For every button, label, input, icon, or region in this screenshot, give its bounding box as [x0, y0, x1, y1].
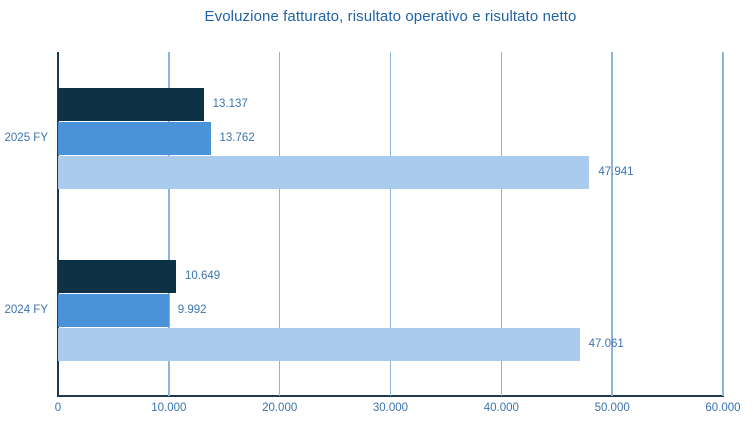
- chart-title: Evoluzione fatturato, risultato operativ…: [204, 8, 577, 25]
- gridline-50.000: [611, 52, 613, 396]
- x-tick-label-50.000: 50.000: [594, 402, 630, 414]
- category-label-2024fy: 2024 FY: [4, 303, 48, 316]
- bar-series-1-dark-navy-2024fy: [58, 259, 177, 293]
- bar-value-label: 47.061: [588, 337, 624, 350]
- bar-series-3-light-blue-2025fy: [58, 155, 590, 189]
- bar-value-label: 13.762: [219, 131, 255, 144]
- bar-series-1-dark-navy-2025fy: [58, 87, 204, 121]
- bar-series-2-medium-blue-2024fy: [58, 293, 169, 327]
- category-label-2025fy: 2025 FY: [4, 131, 48, 144]
- gridline-10.000: [168, 52, 170, 396]
- gridline-40.000: [500, 52, 503, 396]
- bar-series-2-medium-blue-2025fy: [58, 121, 211, 155]
- y-axis-line: [57, 52, 59, 396]
- bar-series-3-light-blue-2024fy: [58, 327, 580, 361]
- x-tick-label-20.000: 20.000: [262, 402, 298, 414]
- bar-value-label: 10.649: [185, 269, 221, 282]
- plot-area: 13.137 13.762 2025 FY 47.941 10.649 9.992 2024…: [5, 52, 741, 414]
- x-tick-label-30.000: 30.000: [372, 402, 409, 414]
- gridline-30.000: [389, 52, 392, 396]
- bar-value-label: 9.992: [177, 303, 207, 316]
- x-tick-label-60.000: 60.000: [705, 402, 741, 414]
- bar-value-label: 13.137: [212, 97, 248, 110]
- gridline-60.000: [722, 52, 724, 396]
- bar-value-label: 47.941: [598, 165, 634, 178]
- x-axis-line: [57, 395, 724, 397]
- x-tick-label-40.000: 40.000: [483, 402, 519, 414]
- x-tick-label-0: 0: [54, 402, 62, 414]
- x-tick-label-10.000: 10.000: [151, 402, 187, 414]
- gridline-20.000: [278, 52, 281, 396]
